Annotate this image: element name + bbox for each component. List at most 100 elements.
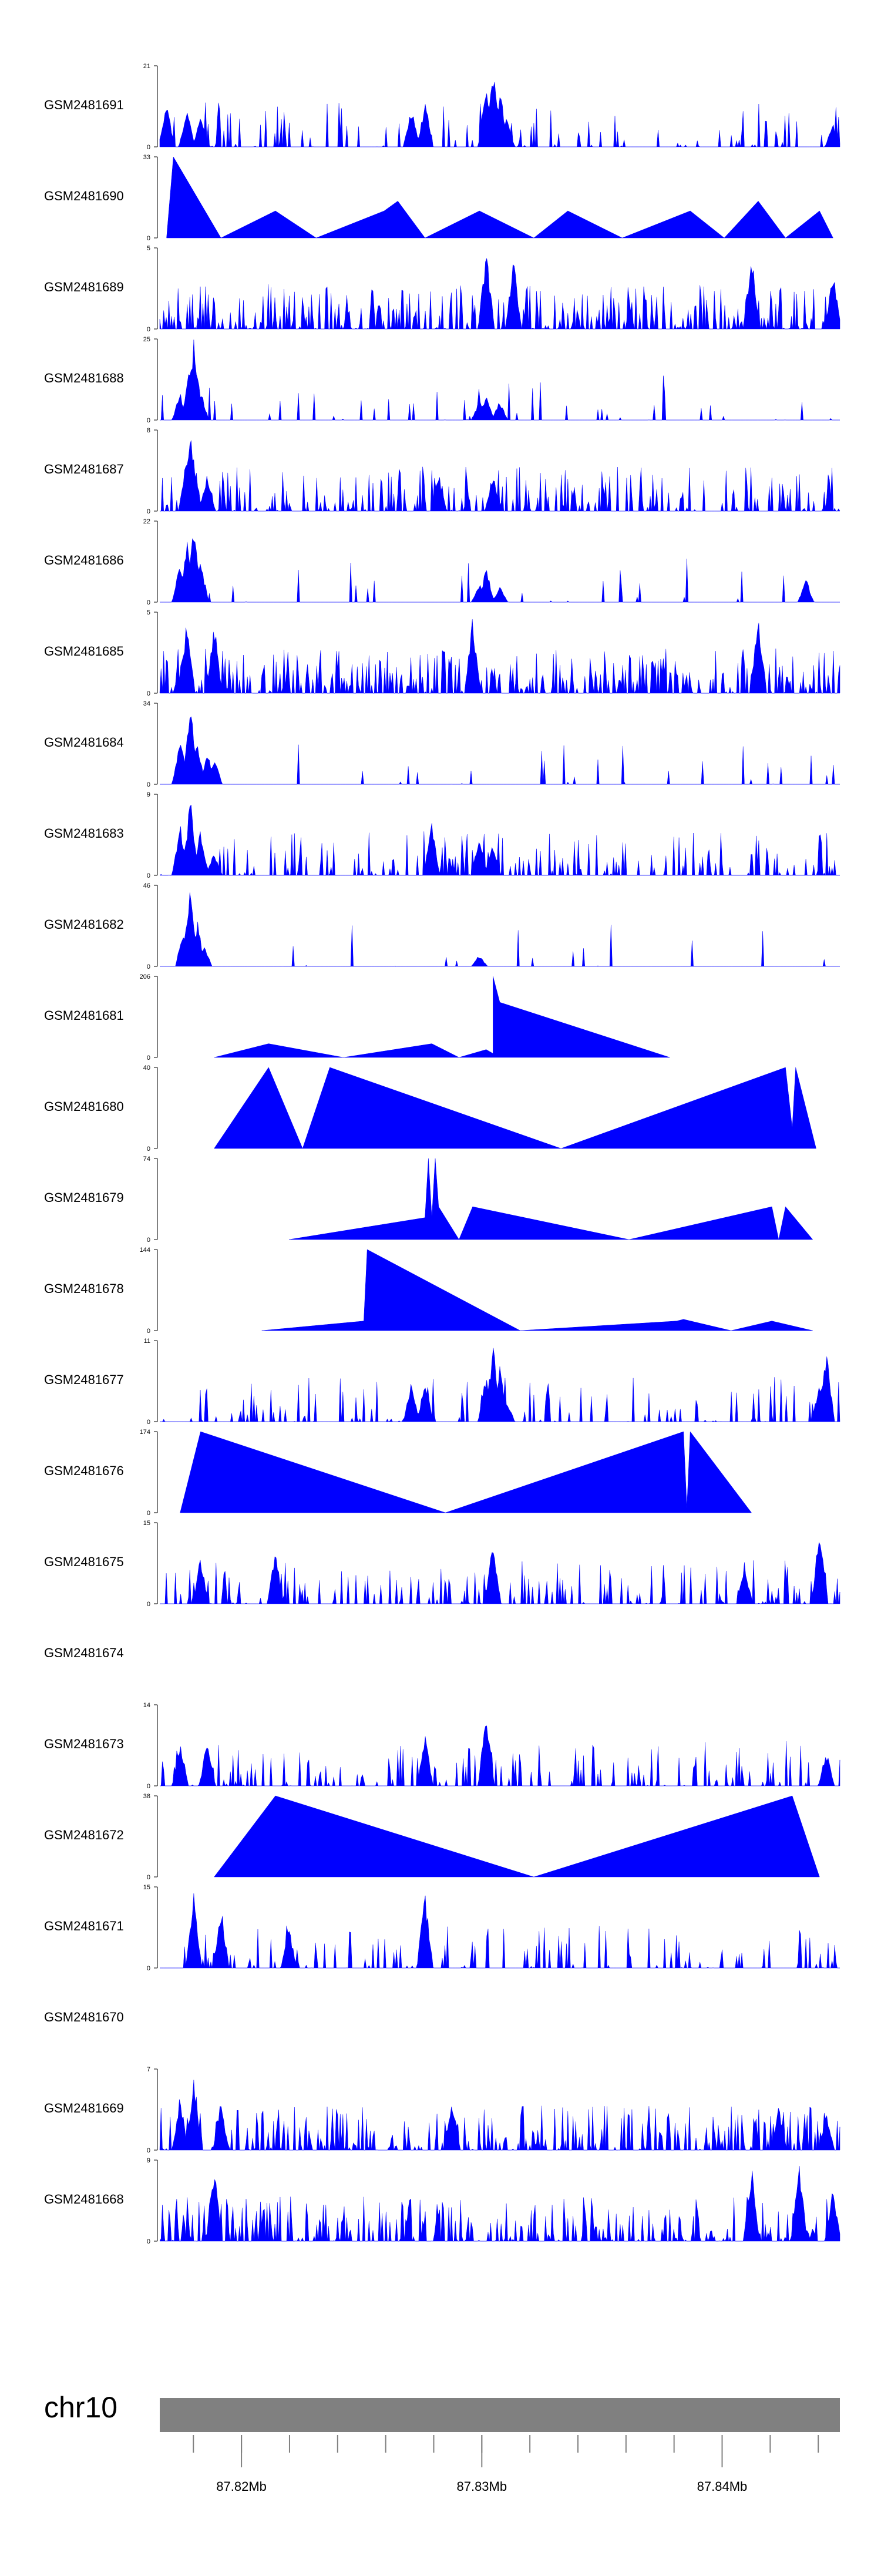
track-label: GSM2481675 bbox=[44, 1554, 124, 1569]
y-max-label: 25 bbox=[143, 336, 150, 343]
y-min-label: 0 bbox=[147, 781, 150, 788]
y-min-label: 0 bbox=[147, 1328, 150, 1335]
coverage-area bbox=[159, 82, 840, 147]
y-max-label: 5 bbox=[147, 609, 150, 616]
coverage-area bbox=[159, 2166, 840, 2242]
track-GSM2481686: GSM2481686 22 0 bbox=[44, 518, 840, 606]
genome-tick-label: 87.84Mb bbox=[697, 2479, 748, 2494]
y-max-label: 5 bbox=[147, 245, 150, 252]
coverage-area bbox=[180, 1431, 752, 1513]
y-min-label: 0 bbox=[147, 326, 150, 333]
track-label: GSM2481671 bbox=[44, 1919, 124, 1933]
coverage-area bbox=[288, 1158, 813, 1240]
track-label: GSM2481687 bbox=[44, 462, 124, 476]
genome-axis-ticks: 87.82Mb 87.83Mb 87.84Mb bbox=[193, 2435, 819, 2494]
y-max-label: 46 bbox=[143, 882, 150, 889]
y-min-label: 0 bbox=[147, 1146, 150, 1153]
track-GSM2481680: GSM2481680 40 0 bbox=[44, 1064, 816, 1153]
track-label: GSM2481677 bbox=[44, 1372, 124, 1387]
y-max-label: 33 bbox=[143, 154, 150, 161]
coverage-area bbox=[160, 538, 840, 603]
y-min-label: 0 bbox=[147, 1237, 150, 1244]
coverage-area bbox=[160, 1348, 840, 1422]
track-label: GSM2481690 bbox=[44, 189, 124, 203]
y-max-label: 15 bbox=[143, 1520, 150, 1527]
coverage-area bbox=[159, 257, 840, 330]
coverage-area bbox=[160, 340, 840, 421]
track-GSM2481684: GSM2481684 34 0 bbox=[44, 700, 840, 788]
coverage-area bbox=[160, 716, 840, 785]
track-label: GSM2481683 bbox=[44, 826, 124, 841]
coverage-area bbox=[159, 619, 840, 694]
track-label: GSM2481668 bbox=[44, 2192, 124, 2206]
y-max-label: 144 bbox=[140, 1247, 150, 1254]
track-GSM2481681: GSM2481681 206 0 bbox=[44, 973, 670, 1062]
coverage-area bbox=[214, 1067, 816, 1149]
coverage-area bbox=[166, 156, 833, 239]
y-min-label: 0 bbox=[147, 417, 150, 424]
y-min-label: 0 bbox=[147, 235, 150, 242]
y-min-label: 0 bbox=[147, 2147, 150, 2154]
y-max-label: 14 bbox=[143, 1702, 150, 1709]
y-min-label: 0 bbox=[147, 2238, 150, 2245]
y-max-label: 7 bbox=[147, 2066, 150, 2073]
coverage-area bbox=[214, 976, 670, 1058]
track-label: GSM2481689 bbox=[44, 280, 124, 294]
y-max-label: 22 bbox=[143, 518, 150, 525]
y-min-label: 0 bbox=[147, 1419, 150, 1426]
y-max-label: 15 bbox=[143, 1884, 150, 1891]
y-min-label: 0 bbox=[147, 508, 150, 515]
track-label: GSM2481688 bbox=[44, 371, 124, 385]
coverage-area bbox=[160, 892, 840, 967]
y-min-label: 0 bbox=[147, 1965, 150, 1972]
track-GSM2481675: GSM2481675 15 0 bbox=[44, 1520, 840, 1608]
track-GSM2481670: GSM2481670 bbox=[44, 2010, 124, 2024]
track-GSM2481671: GSM2481671 15 0 bbox=[44, 1884, 840, 1972]
coverage-area bbox=[160, 1541, 840, 1604]
y-max-label: 74 bbox=[143, 1156, 150, 1163]
y-max-label: 11 bbox=[144, 1338, 150, 1345]
track-GSM2481682: GSM2481682 46 0 bbox=[44, 882, 840, 970]
track-label: GSM2481674 bbox=[44, 1645, 124, 1660]
track-GSM2481676: GSM2481676 174 0 bbox=[44, 1429, 752, 1517]
y-max-label: 9 bbox=[147, 791, 150, 798]
track-label: GSM2481682 bbox=[44, 917, 124, 932]
y-max-label: 21 bbox=[143, 63, 150, 70]
track-GSM2481669: GSM2481669 7 0 bbox=[44, 2066, 840, 2154]
y-min-label: 0 bbox=[147, 599, 150, 606]
track-GSM2481691: GSM2481691 21 0 bbox=[44, 63, 840, 151]
coverage-area bbox=[214, 1795, 820, 1878]
genome-axis: chr10 87.82Mb 87.83Mb 87.84Mb bbox=[44, 2391, 840, 2494]
coverage-area bbox=[159, 2080, 840, 2151]
track-GSM2481668: GSM2481668 9 0 bbox=[44, 2157, 840, 2245]
chromosome-ideogram-bar bbox=[160, 2398, 840, 2432]
track-GSM2481673: GSM2481673 14 0 bbox=[44, 1702, 840, 1790]
y-min-label: 0 bbox=[147, 144, 150, 151]
y-min-label: 0 bbox=[147, 1783, 150, 1790]
y-max-label: 34 bbox=[143, 700, 150, 707]
coverage-area bbox=[160, 440, 840, 512]
track-GSM2481685: GSM2481685 5 0 bbox=[44, 609, 840, 697]
track-label: GSM2481691 bbox=[44, 98, 124, 112]
y-min-label: 0 bbox=[147, 872, 150, 879]
track-label: GSM2481669 bbox=[44, 2101, 124, 2115]
track-GSM2481689: GSM2481689 5 0 bbox=[44, 245, 840, 333]
y-max-label: 8 bbox=[147, 427, 150, 434]
track-label: GSM2481681 bbox=[44, 1008, 124, 1023]
coverage-area bbox=[160, 1893, 840, 1969]
track-GSM2481672: GSM2481672 38 0 bbox=[44, 1793, 820, 1881]
track-label: GSM2481685 bbox=[44, 644, 124, 659]
y-max-label: 174 bbox=[140, 1429, 150, 1436]
y-min-label: 0 bbox=[147, 963, 150, 970]
track-GSM2481679: GSM2481679 74 0 bbox=[44, 1156, 813, 1244]
y-min-label: 0 bbox=[147, 1874, 150, 1881]
chromosome-label: chr10 bbox=[44, 2391, 117, 2424]
y-min-label: 0 bbox=[147, 1054, 150, 1062]
track-label: GSM2481678 bbox=[44, 1281, 124, 1296]
track-label: GSM2481673 bbox=[44, 1737, 124, 1751]
track-label: GSM2481686 bbox=[44, 553, 124, 567]
y-min-label: 0 bbox=[147, 1601, 150, 1608]
track-label: GSM2481670 bbox=[44, 2010, 124, 2024]
